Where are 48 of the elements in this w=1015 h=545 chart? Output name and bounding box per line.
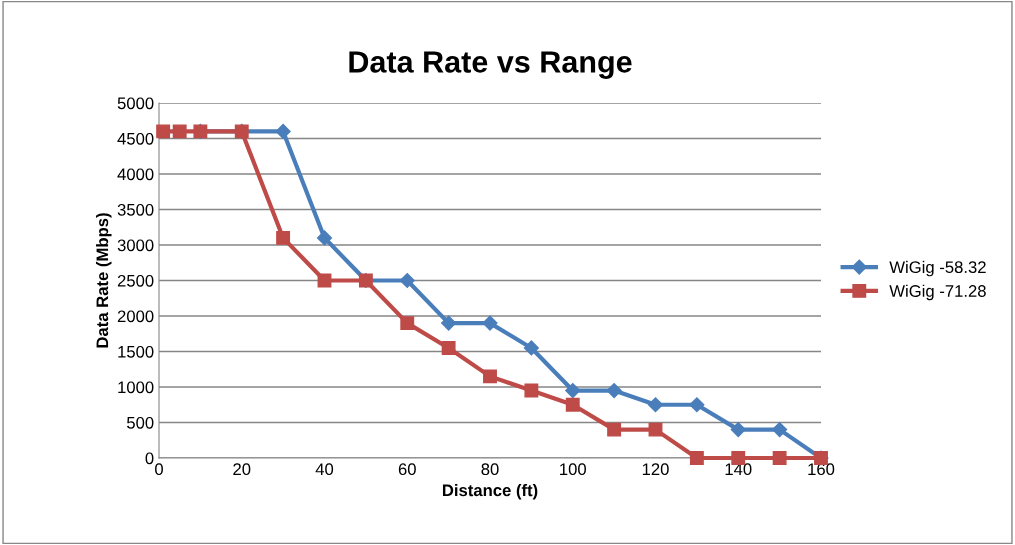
point xyxy=(689,397,705,413)
point xyxy=(565,382,581,399)
y-tick-label: 500 xyxy=(127,416,154,429)
point xyxy=(275,123,291,139)
y-tick-label: 1000 xyxy=(118,381,154,394)
point xyxy=(648,422,663,437)
point xyxy=(441,315,457,331)
y-tick-label: 3500 xyxy=(117,203,154,216)
point xyxy=(156,124,171,139)
point xyxy=(172,124,187,139)
point xyxy=(482,315,498,331)
x-tick-label: 120 xyxy=(642,463,669,476)
x-tick-label: 0 xyxy=(155,463,163,476)
y-tick-label: 2000 xyxy=(117,310,154,323)
y-tick-label: 5000 xyxy=(117,97,154,110)
x-tick-label: 140 xyxy=(725,463,752,476)
point xyxy=(400,316,415,331)
point xyxy=(730,422,746,438)
y-axis-title: Data Rate (Mbps) xyxy=(95,213,112,348)
x-tick-label: 20 xyxy=(233,463,251,476)
x-tick-label: 100 xyxy=(560,463,586,476)
point xyxy=(772,422,788,438)
point xyxy=(483,369,497,384)
y-tick-label: 3000 xyxy=(117,239,154,252)
point xyxy=(399,272,415,289)
y-tick-label: 1500 xyxy=(118,345,154,358)
x-tick-label: 60 xyxy=(398,463,416,476)
point xyxy=(607,422,622,437)
point xyxy=(524,383,539,398)
point xyxy=(565,397,580,412)
y-tick-label: 2500 xyxy=(117,274,154,287)
legend-label: WiGig -71.28 xyxy=(889,284,986,301)
point xyxy=(441,341,456,355)
point xyxy=(689,451,704,465)
x-tick-label: 40 xyxy=(315,463,334,476)
point xyxy=(523,340,539,356)
x-tick-label: 80 xyxy=(481,463,499,476)
y-tick-label: 4000 xyxy=(117,168,154,181)
point xyxy=(276,230,291,245)
chart-title: Data Rate vs Range xyxy=(349,51,632,79)
point xyxy=(647,397,664,413)
point xyxy=(316,230,333,246)
point xyxy=(772,451,787,465)
point xyxy=(606,382,622,399)
y-tick-label: 4500 xyxy=(117,132,154,145)
legend-label: WiGig -58.32 xyxy=(889,260,986,277)
x-axis-title: Distance (ft) xyxy=(442,483,538,500)
y-tick-label: 0 xyxy=(145,452,154,465)
